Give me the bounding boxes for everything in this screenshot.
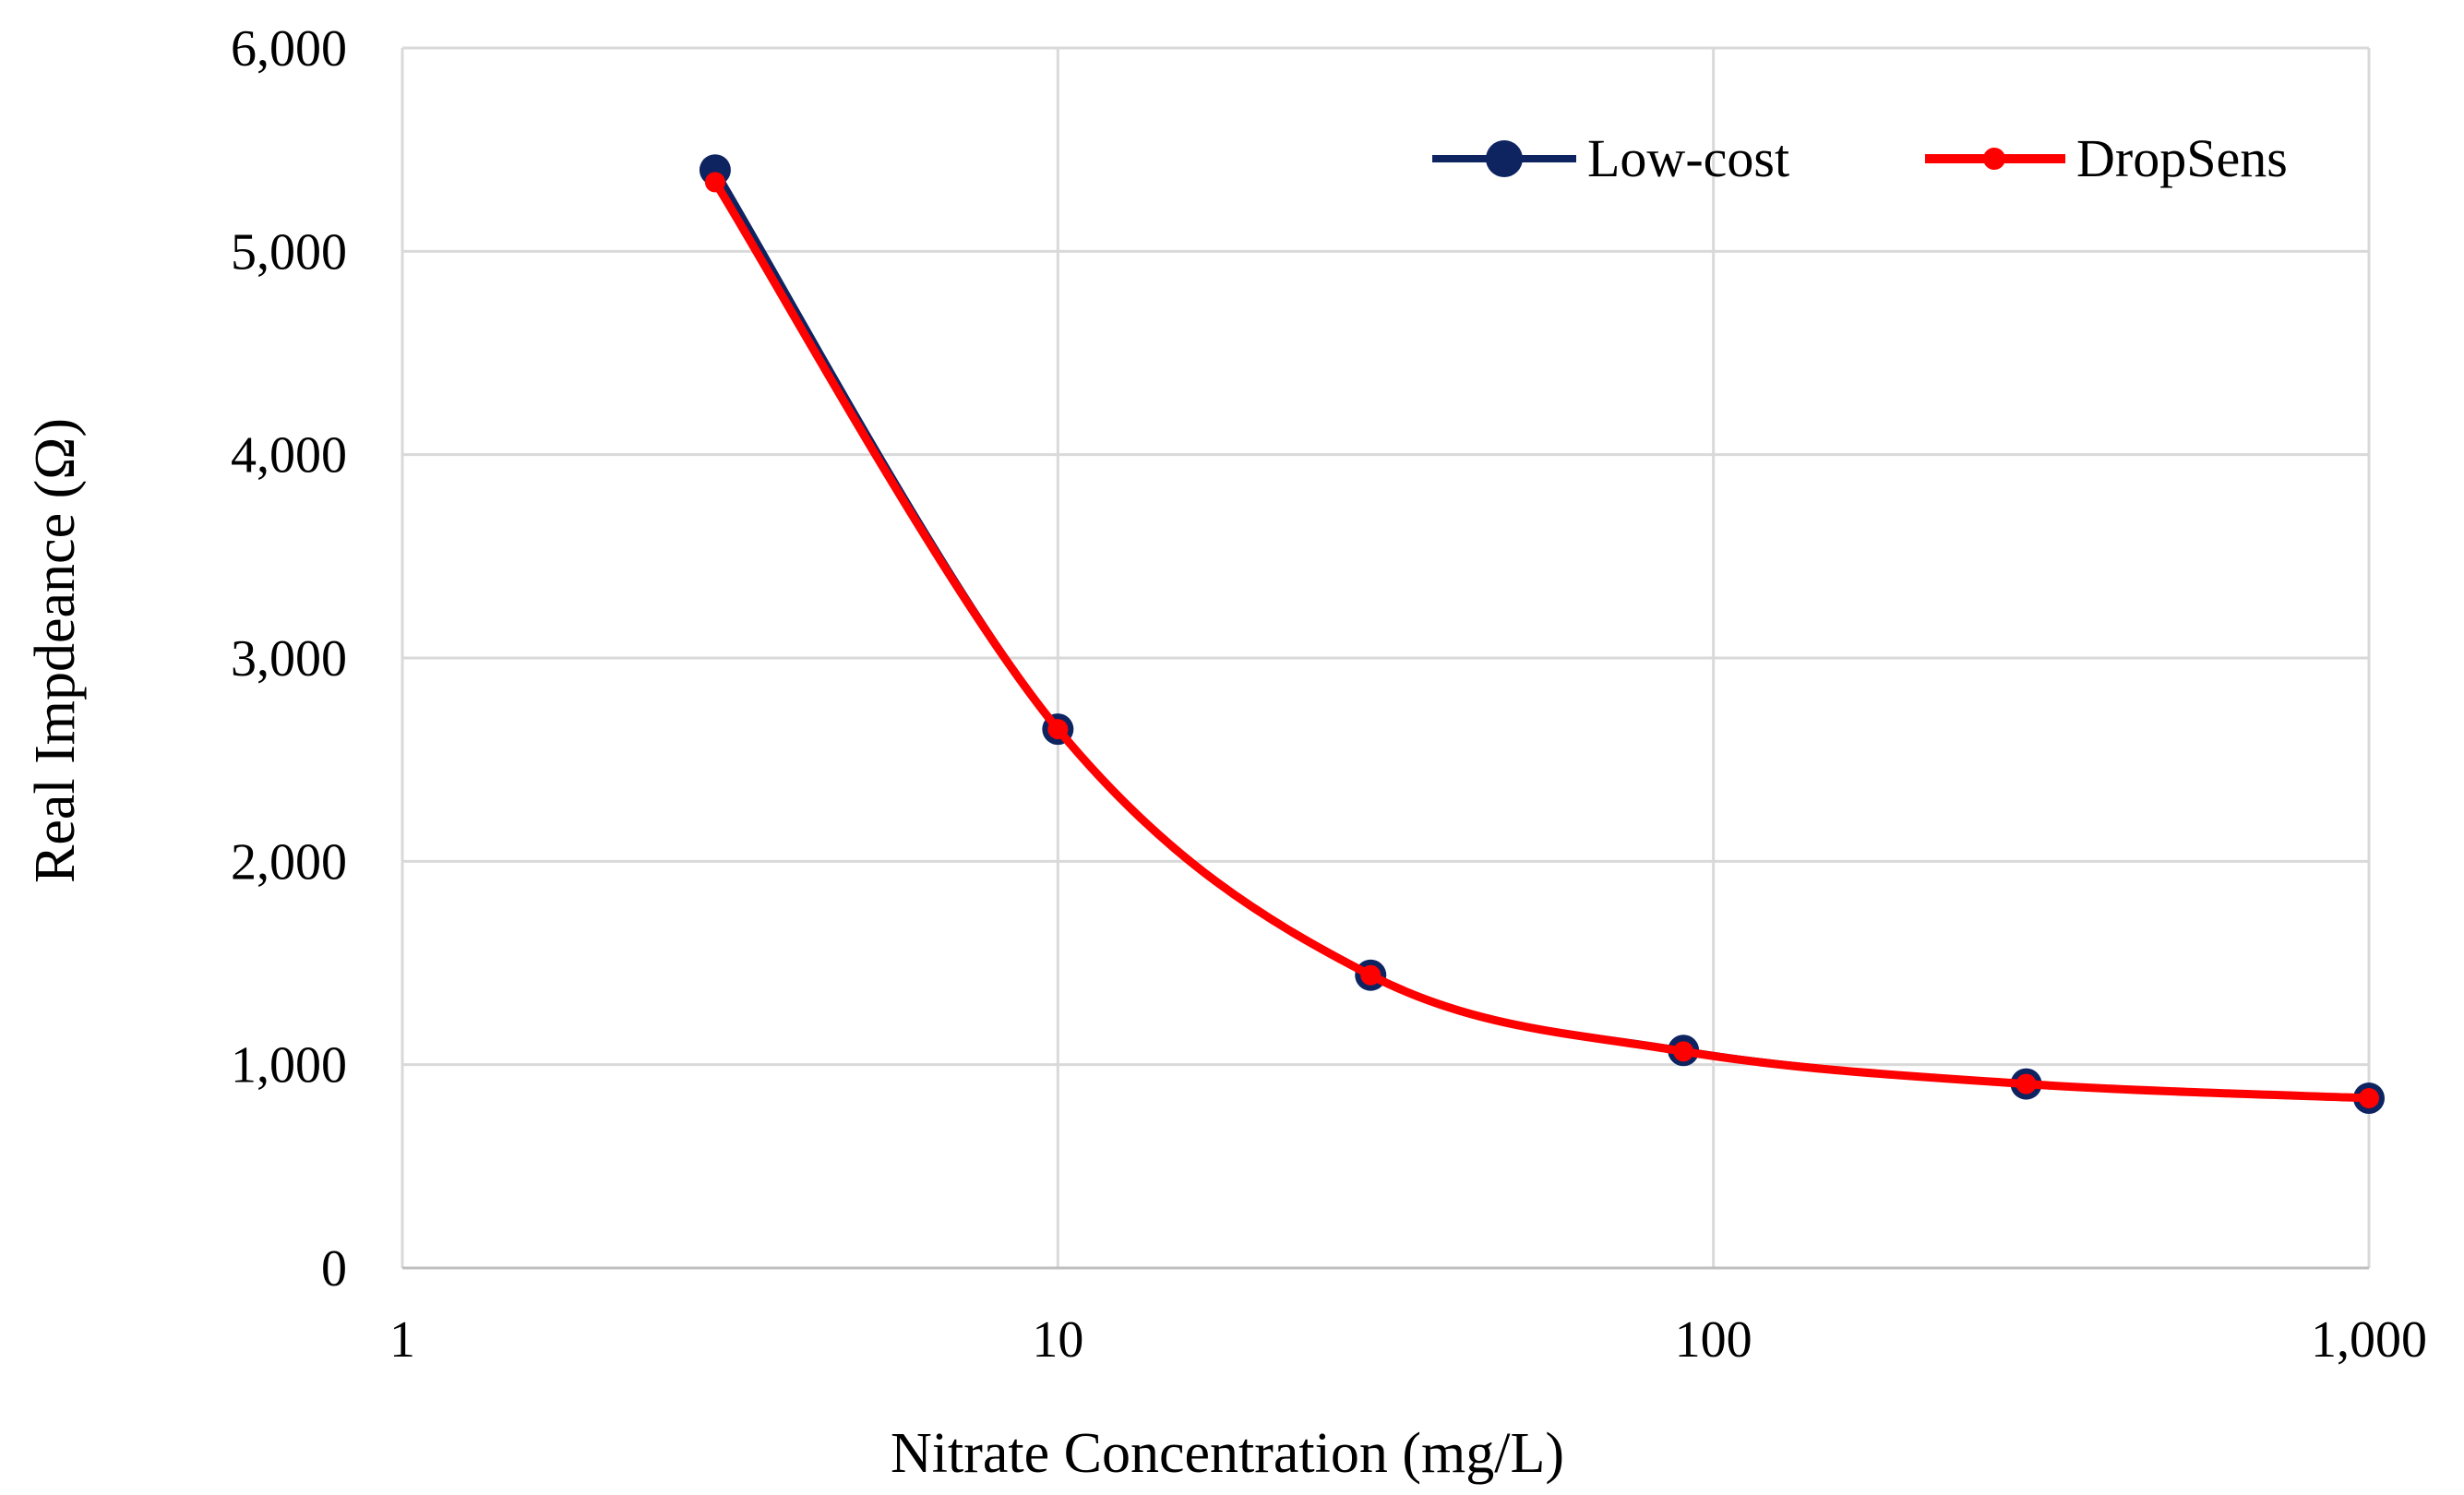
legend-label: Low-cost bbox=[1587, 128, 1789, 188]
data-point bbox=[1673, 1041, 1694, 1062]
legend-marker bbox=[1983, 148, 2005, 170]
grid bbox=[401, 46, 2371, 1268]
legend-item: Low-cost bbox=[1432, 128, 1789, 188]
legend-item: DropSens bbox=[1925, 128, 2288, 188]
y-tick-label: 4,000 bbox=[231, 427, 347, 484]
data-point bbox=[1047, 719, 1069, 740]
x-tick-label: 1,000 bbox=[2311, 1311, 2427, 1369]
x-axis-title: Nitrate Concentration (mg/L) bbox=[891, 1422, 1564, 1485]
series bbox=[699, 154, 2385, 1115]
x-tick-label: 1 bbox=[389, 1311, 415, 1369]
y-tick-label: 6,000 bbox=[231, 20, 347, 78]
tick-labels: 0 1,000 2,000 3,000 4,000 5,000 6,000 1 10 100 1,0… bbox=[231, 20, 2427, 1369]
y-tick-label: 1,000 bbox=[231, 1037, 347, 1094]
series-low-cost bbox=[699, 154, 2385, 1115]
series-dropsens bbox=[704, 172, 2379, 1109]
y-axis-title: Real Impdeance (Ω) bbox=[24, 418, 87, 883]
data-point bbox=[1360, 964, 1382, 986]
x-tick-label: 10 bbox=[1032, 1311, 1083, 1369]
legend-label: DropSens bbox=[2076, 128, 2288, 188]
y-tick-label: 0 bbox=[321, 1240, 347, 1298]
data-point bbox=[2359, 1088, 2379, 1109]
y-tick-label: 5,000 bbox=[231, 223, 347, 281]
y-tick-label: 2,000 bbox=[231, 833, 347, 891]
y-tick-label: 3,000 bbox=[231, 630, 347, 688]
x-tick-label: 100 bbox=[1675, 1311, 1752, 1369]
legend-marker bbox=[1486, 140, 1523, 177]
data-point bbox=[704, 172, 725, 193]
series-line bbox=[711, 177, 2374, 1103]
data-point bbox=[2015, 1073, 2037, 1094]
legend: Low-cost DropSens bbox=[1432, 128, 2288, 188]
series-line bbox=[712, 166, 2373, 1102]
